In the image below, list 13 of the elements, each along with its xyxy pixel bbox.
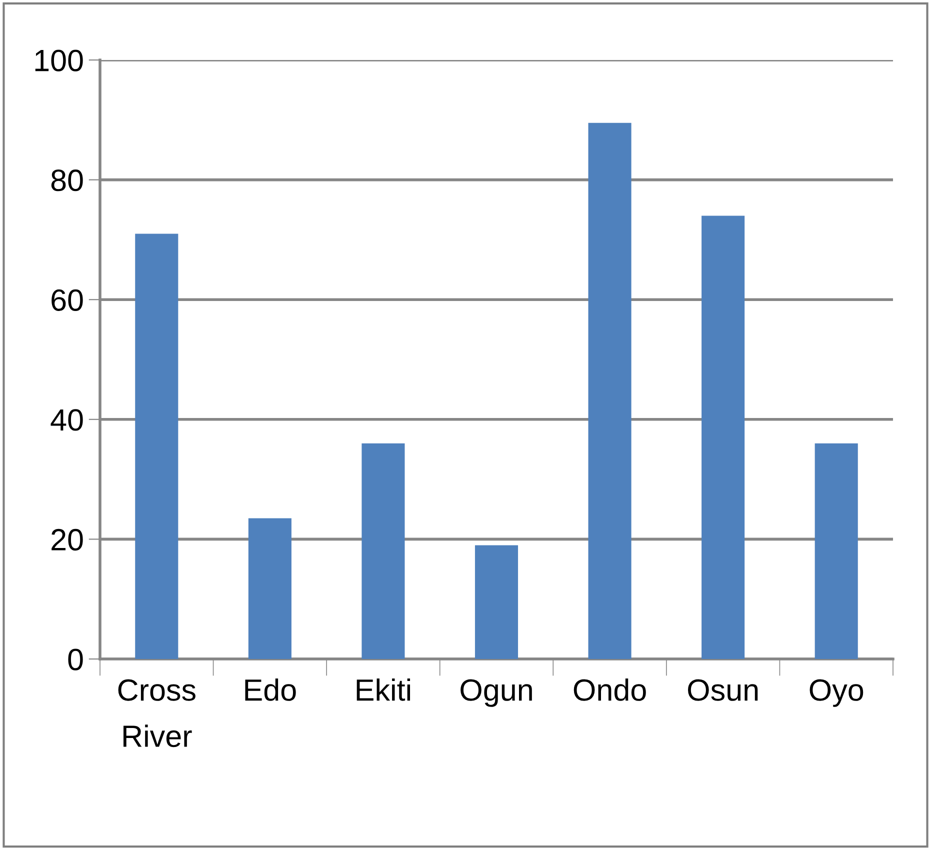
x-tick-label: Oyo (810, 679, 864, 707)
x-tick-label: Ondo (574, 678, 646, 701)
y-tick-label: 20 (52, 528, 83, 551)
x-tick-label: Cross River (118, 679, 196, 748)
y-tick-label: 0 (68, 648, 83, 670)
y-tick-label: 60 (52, 289, 83, 311)
y-tick-label: 40 (50, 409, 83, 431)
x-tick-label: Edo (245, 678, 296, 701)
x-tick-label: Osun (688, 679, 758, 701)
y-tick-label: 100 (35, 50, 83, 72)
x-tick-label: Ogun (460, 679, 532, 707)
x-tick-label: Ekiti (356, 678, 410, 701)
y-tick-label: 80 (51, 170, 83, 192)
